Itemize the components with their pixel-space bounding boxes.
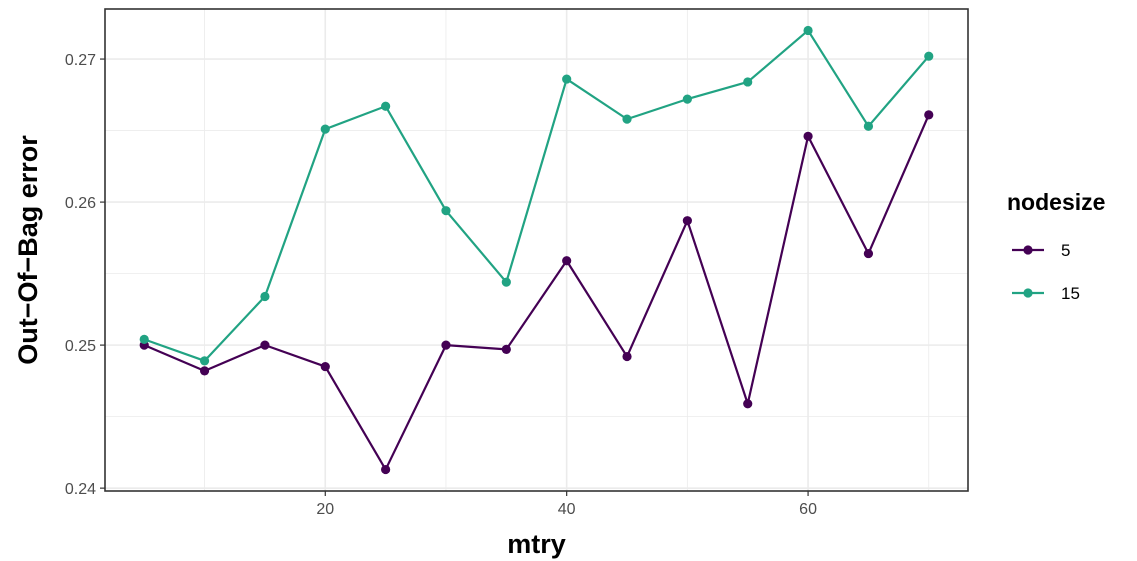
data-point [682, 216, 692, 226]
axis-ticks [100, 58, 809, 496]
data-point [682, 94, 692, 104]
data-point [622, 351, 632, 362]
plot-panel-border [104, 8, 969, 492]
y-tick-label: 0.25 [65, 338, 96, 355]
data-point [863, 121, 874, 131]
data-point [562, 256, 572, 266]
series-5 [139, 110, 934, 475]
data-point [924, 110, 934, 120]
data-point [320, 361, 330, 372]
series-15 [139, 25, 934, 366]
legend: nodesize 5 15 [1007, 189, 1105, 303]
x-axis-title: mtry [507, 529, 566, 559]
data-point [622, 114, 632, 124]
x-tick-label: 40 [558, 501, 576, 518]
legend-label: 15 [1061, 284, 1080, 303]
data-point [562, 74, 572, 84]
data-point [199, 356, 210, 366]
data-point [743, 77, 753, 87]
legend-key-point [1023, 245, 1033, 255]
series-line [143, 29, 930, 362]
legend-key-point [1023, 288, 1033, 298]
tick-labels: 20 40 60 0.24 0.25 0.26 0.27 [65, 52, 817, 518]
legend-title: nodesize [1007, 189, 1105, 215]
y-tick-label: 0.24 [65, 481, 96, 498]
y-axis-title: Out−Of−Bag error [13, 135, 43, 365]
data-point [924, 51, 934, 61]
data-point [260, 340, 270, 350]
x-tick-label: 20 [316, 501, 334, 518]
data-point [381, 464, 391, 475]
data-point [441, 206, 451, 216]
data-point [501, 277, 511, 287]
y-tick-label: 0.26 [65, 195, 96, 212]
data-point [199, 366, 210, 376]
grid [105, 9, 968, 491]
data-point [139, 334, 149, 344]
x-tick-label: 60 [799, 501, 817, 518]
series-line [143, 114, 930, 471]
data-point [803, 25, 813, 36]
data-point [260, 291, 270, 302]
series-layer [139, 25, 934, 475]
data-point [441, 340, 451, 350]
data-point [803, 131, 813, 141]
data-point [501, 344, 511, 355]
data-point [381, 101, 391, 111]
y-tick-label: 0.27 [65, 52, 96, 69]
data-point [743, 399, 753, 409]
legend-key [1012, 288, 1044, 298]
data-point [320, 124, 330, 134]
data-point [863, 248, 874, 259]
legend-label: 5 [1061, 241, 1070, 260]
legend-key [1012, 245, 1044, 255]
